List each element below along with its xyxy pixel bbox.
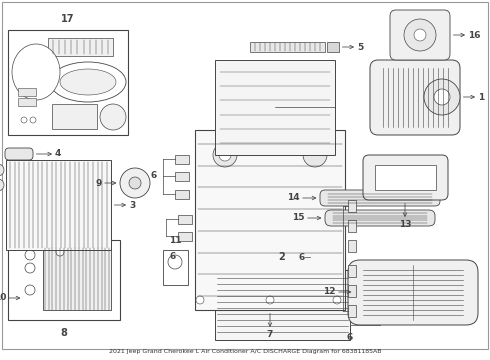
Text: 13: 13: [399, 203, 411, 229]
Bar: [18, 88, 36, 96]
FancyBboxPatch shape: [390, 10, 450, 60]
Bar: [175, 172, 189, 181]
Circle shape: [21, 117, 27, 123]
Bar: [8, 240, 120, 320]
Bar: [18, 98, 36, 106]
Bar: [348, 220, 356, 232]
Bar: [215, 270, 350, 340]
Circle shape: [120, 168, 150, 198]
Bar: [348, 200, 356, 212]
Text: 10: 10: [0, 293, 20, 302]
Circle shape: [266, 296, 274, 304]
Bar: [250, 42, 325, 52]
Circle shape: [25, 285, 35, 295]
FancyBboxPatch shape: [325, 210, 435, 226]
Bar: [327, 42, 339, 52]
Bar: [175, 155, 189, 164]
FancyBboxPatch shape: [5, 148, 33, 160]
Bar: [348, 305, 356, 317]
Text: 2021 Jeep Grand Cherokee L Air Conditioner A/C DISCHARGE Diagram for 68381185AB: 2021 Jeep Grand Cherokee L Air Condition…: [109, 349, 381, 354]
FancyBboxPatch shape: [370, 60, 460, 135]
Text: 3: 3: [114, 201, 135, 210]
Text: 8: 8: [61, 328, 68, 338]
Circle shape: [404, 19, 436, 51]
Ellipse shape: [12, 44, 60, 100]
Text: 9: 9: [96, 179, 116, 188]
Text: 4: 4: [36, 149, 61, 158]
Text: 2: 2: [279, 252, 285, 262]
Bar: [350, 290, 380, 325]
Text: 16: 16: [453, 31, 481, 40]
Bar: [163, 250, 188, 285]
Text: 1: 1: [464, 93, 484, 102]
Text: 12: 12: [323, 288, 351, 297]
Bar: [310, 252, 324, 262]
Bar: [375, 165, 436, 190]
Bar: [175, 190, 189, 199]
Circle shape: [25, 250, 35, 260]
Circle shape: [333, 296, 341, 304]
Text: 6: 6: [170, 252, 176, 261]
Text: 17: 17: [61, 14, 75, 24]
Bar: [178, 215, 192, 224]
Bar: [48, 38, 113, 56]
FancyBboxPatch shape: [363, 155, 448, 200]
Circle shape: [424, 79, 460, 115]
Circle shape: [56, 248, 64, 256]
Circle shape: [303, 143, 327, 167]
Bar: [52, 104, 97, 129]
Bar: [348, 285, 356, 297]
Bar: [215, 60, 335, 155]
Circle shape: [30, 117, 36, 123]
Bar: [43, 248, 111, 310]
Bar: [178, 232, 192, 241]
Text: 7: 7: [267, 314, 273, 339]
Bar: [348, 240, 356, 252]
Circle shape: [0, 164, 4, 176]
Bar: [195, 130, 345, 310]
Ellipse shape: [50, 62, 126, 102]
Ellipse shape: [60, 69, 116, 95]
Text: 11: 11: [169, 236, 181, 245]
FancyBboxPatch shape: [320, 190, 440, 206]
Circle shape: [25, 263, 35, 273]
Text: 14: 14: [287, 194, 316, 202]
Bar: [8, 30, 128, 135]
Circle shape: [196, 296, 204, 304]
Circle shape: [434, 89, 450, 105]
Circle shape: [168, 255, 182, 269]
Circle shape: [129, 177, 141, 189]
Circle shape: [100, 104, 126, 130]
Circle shape: [0, 179, 4, 191]
Circle shape: [213, 143, 237, 167]
Text: 15: 15: [293, 213, 321, 222]
Text: 5: 5: [343, 42, 363, 51]
FancyBboxPatch shape: [348, 260, 478, 325]
Text: 6: 6: [347, 333, 353, 342]
Text: 6: 6: [299, 252, 305, 261]
Text: 6: 6: [151, 171, 157, 180]
Circle shape: [219, 149, 231, 161]
Bar: [6, 160, 111, 250]
Circle shape: [414, 29, 426, 41]
Bar: [348, 265, 356, 277]
